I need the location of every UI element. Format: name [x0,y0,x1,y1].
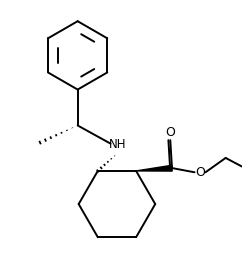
Text: NH: NH [109,138,126,151]
Polygon shape [136,165,172,171]
Text: O: O [194,166,204,179]
Text: O: O [164,126,174,139]
